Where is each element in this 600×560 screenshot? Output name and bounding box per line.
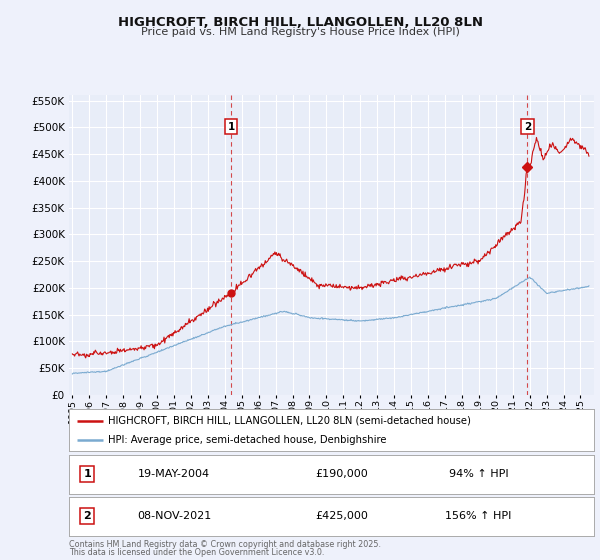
Text: HIGHCROFT, BIRCH HILL, LLANGOLLEN, LL20 8LN: HIGHCROFT, BIRCH HILL, LLANGOLLEN, LL20 … xyxy=(118,16,482,29)
Text: 08-NOV-2021: 08-NOV-2021 xyxy=(137,511,211,521)
Text: 94% ↑ HPI: 94% ↑ HPI xyxy=(449,469,508,479)
Text: Price paid vs. HM Land Registry's House Price Index (HPI): Price paid vs. HM Land Registry's House … xyxy=(140,27,460,37)
Text: 2: 2 xyxy=(83,511,91,521)
Text: 1: 1 xyxy=(227,122,235,132)
Text: £190,000: £190,000 xyxy=(316,469,368,479)
Text: £425,000: £425,000 xyxy=(316,511,368,521)
Text: 156% ↑ HPI: 156% ↑ HPI xyxy=(445,511,512,521)
Text: HPI: Average price, semi-detached house, Denbighshire: HPI: Average price, semi-detached house,… xyxy=(109,435,387,445)
Text: HIGHCROFT, BIRCH HILL, LLANGOLLEN, LL20 8LN (semi-detached house): HIGHCROFT, BIRCH HILL, LLANGOLLEN, LL20 … xyxy=(109,416,471,426)
Text: 2: 2 xyxy=(524,122,531,132)
Text: Contains HM Land Registry data © Crown copyright and database right 2025.: Contains HM Land Registry data © Crown c… xyxy=(69,540,381,549)
Text: 19-MAY-2004: 19-MAY-2004 xyxy=(138,469,210,479)
Text: 1: 1 xyxy=(83,469,91,479)
Text: This data is licensed under the Open Government Licence v3.0.: This data is licensed under the Open Gov… xyxy=(69,548,325,557)
